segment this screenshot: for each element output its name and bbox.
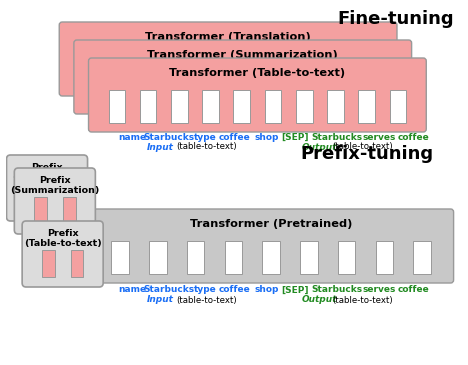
- Text: Prefix
(Summarization): Prefix (Summarization): [10, 176, 100, 195]
- FancyBboxPatch shape: [88, 58, 426, 132]
- Bar: [313, 72, 329, 105]
- Bar: [234, 91, 250, 123]
- Text: Prefix
(Translation): Prefix (Translation): [13, 163, 81, 182]
- Text: Starbucks: Starbucks: [143, 132, 194, 142]
- Text: Input: Input: [147, 142, 174, 151]
- Bar: [63, 197, 76, 224]
- Text: [SEP]: [SEP]: [281, 285, 309, 295]
- Text: Fine-tuning: Fine-tuning: [338, 10, 454, 28]
- Text: Transformer (Translation): Transformer (Translation): [145, 32, 311, 42]
- Bar: [296, 91, 313, 123]
- Text: name: name: [118, 285, 146, 295]
- Bar: [171, 91, 188, 123]
- Bar: [262, 241, 280, 274]
- Text: Transformer (Table-to-text): Transformer (Table-to-text): [169, 68, 345, 78]
- Bar: [375, 72, 392, 105]
- Text: serves: serves: [362, 132, 395, 142]
- Bar: [34, 197, 47, 224]
- Text: (table-to-text): (table-to-text): [333, 142, 393, 151]
- Text: name: name: [118, 132, 146, 142]
- Bar: [156, 72, 173, 105]
- Bar: [250, 72, 267, 105]
- Text: coffee: coffee: [397, 132, 429, 142]
- Text: shop: shop: [254, 285, 278, 295]
- Text: shop: shop: [254, 132, 278, 142]
- FancyBboxPatch shape: [74, 40, 412, 114]
- Text: type: type: [194, 285, 216, 295]
- Bar: [358, 91, 375, 123]
- Text: coffee: coffee: [397, 285, 429, 295]
- Text: Output: Output: [301, 296, 336, 304]
- Bar: [26, 184, 39, 211]
- Bar: [265, 91, 281, 123]
- Bar: [375, 241, 393, 274]
- Bar: [173, 54, 190, 87]
- Bar: [188, 72, 204, 105]
- Bar: [71, 250, 83, 277]
- Text: Transformer (Pretrained): Transformer (Pretrained): [190, 219, 352, 229]
- Text: Input: Input: [147, 296, 174, 304]
- Bar: [187, 241, 205, 274]
- Bar: [109, 91, 125, 123]
- Bar: [202, 91, 219, 123]
- Bar: [281, 72, 298, 105]
- Text: Output: Output: [301, 142, 336, 151]
- Text: (table-to-text): (table-to-text): [176, 142, 237, 151]
- Bar: [55, 184, 68, 211]
- Text: coffee: coffee: [219, 285, 250, 295]
- Text: (table-to-text): (table-to-text): [333, 296, 393, 304]
- Text: coffee: coffee: [219, 132, 250, 142]
- Text: Starbucks: Starbucks: [312, 132, 363, 142]
- FancyBboxPatch shape: [22, 221, 103, 287]
- Bar: [94, 72, 110, 105]
- Bar: [149, 241, 167, 274]
- Text: type: type: [194, 132, 216, 142]
- Bar: [338, 241, 355, 274]
- Text: serves: serves: [362, 285, 395, 295]
- Bar: [125, 72, 142, 105]
- Bar: [42, 250, 55, 277]
- Text: [SEP]: [SEP]: [281, 132, 309, 142]
- Bar: [344, 72, 360, 105]
- Bar: [79, 54, 96, 87]
- Bar: [390, 91, 406, 123]
- Bar: [329, 54, 346, 87]
- Bar: [413, 241, 431, 274]
- Bar: [110, 54, 127, 87]
- Text: Transformer (Summarization): Transformer (Summarization): [147, 50, 338, 60]
- FancyBboxPatch shape: [7, 155, 88, 221]
- FancyBboxPatch shape: [59, 22, 397, 96]
- Text: (table-to-text): (table-to-text): [176, 296, 237, 304]
- Bar: [360, 54, 377, 87]
- Bar: [219, 72, 235, 105]
- Bar: [142, 54, 158, 87]
- Text: Prefix
(Table-to-text): Prefix (Table-to-text): [24, 229, 102, 249]
- FancyBboxPatch shape: [15, 168, 95, 234]
- Bar: [225, 241, 242, 274]
- Bar: [111, 241, 129, 274]
- Text: Starbucks: Starbucks: [143, 285, 194, 295]
- Bar: [327, 91, 344, 123]
- Bar: [235, 54, 252, 87]
- Bar: [298, 54, 314, 87]
- Bar: [267, 54, 283, 87]
- Bar: [204, 54, 221, 87]
- Bar: [140, 91, 156, 123]
- Text: Starbucks: Starbucks: [312, 285, 363, 295]
- FancyBboxPatch shape: [88, 209, 453, 283]
- Bar: [300, 241, 318, 274]
- Text: Prefix-tuning: Prefix-tuning: [300, 145, 433, 163]
